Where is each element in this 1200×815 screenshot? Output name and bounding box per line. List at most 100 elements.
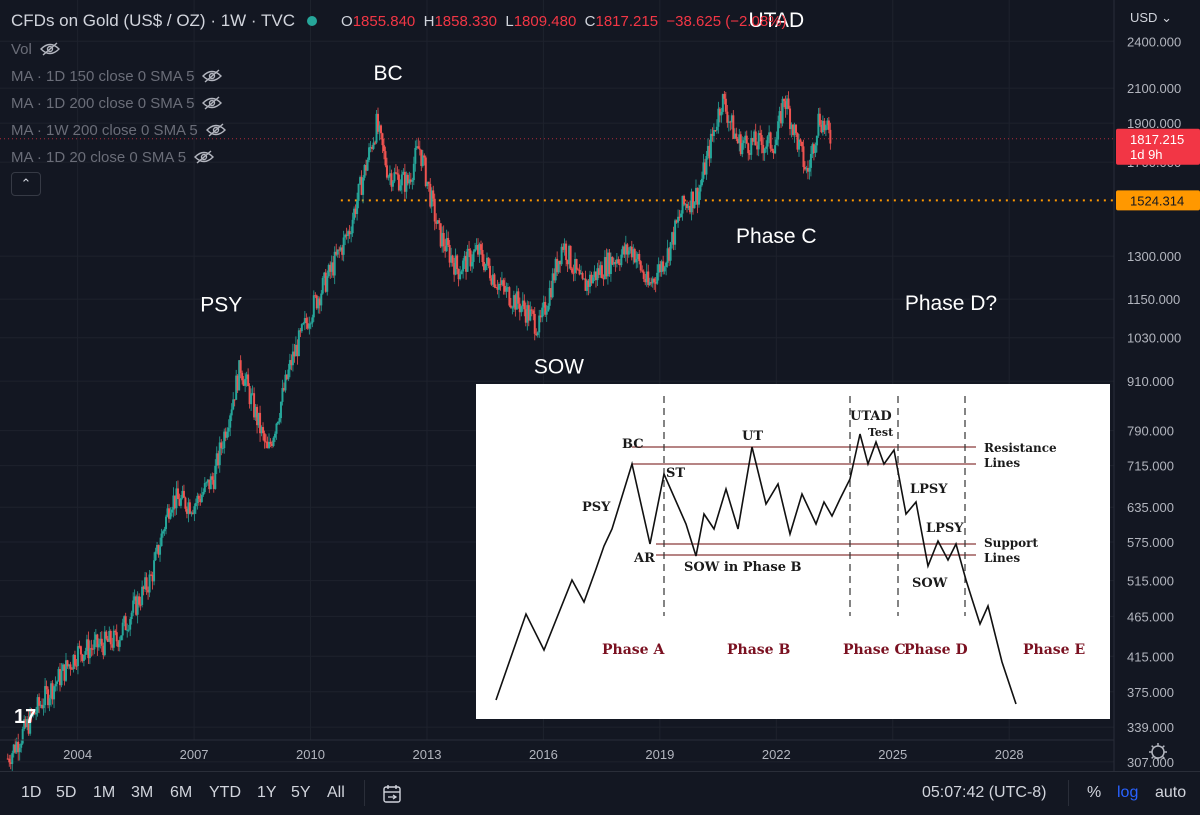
candle-body bbox=[342, 237, 345, 255]
candle-body bbox=[329, 264, 332, 272]
range-all-button[interactable]: All bbox=[327, 784, 345, 801]
candle-body bbox=[429, 183, 432, 207]
candle-body bbox=[797, 139, 800, 150]
candle-body bbox=[145, 577, 148, 590]
candle-body bbox=[751, 137, 754, 142]
candle-body bbox=[715, 126, 718, 131]
auto-scale-toggle[interactable]: auto bbox=[1155, 784, 1187, 801]
price-tick-label: 465.000 bbox=[1127, 609, 1174, 624]
candle-body bbox=[647, 271, 650, 285]
candle-body bbox=[260, 427, 263, 434]
candle-body bbox=[111, 644, 114, 648]
candle-body bbox=[771, 148, 774, 151]
candle-body bbox=[69, 664, 72, 669]
candle-body bbox=[102, 645, 105, 656]
candle-body bbox=[689, 205, 692, 213]
candle-body bbox=[574, 259, 577, 273]
range-5y-button[interactable]: 5Y bbox=[291, 784, 311, 801]
log-scale-toggle[interactable]: log bbox=[1117, 784, 1139, 801]
candle-body bbox=[502, 280, 505, 286]
range-1m-button[interactable]: 1M bbox=[93, 784, 116, 801]
candle-body bbox=[263, 433, 266, 442]
percent-scale-toggle[interactable]: % bbox=[1087, 784, 1102, 801]
study-ma-200d[interactable]: MA · 1D 200 close 0 SMA 5 bbox=[11, 92, 223, 114]
candle-body bbox=[150, 574, 153, 576]
candle-body bbox=[775, 139, 778, 146]
candle-body bbox=[211, 476, 214, 480]
hidden-eye-icon[interactable] bbox=[202, 69, 223, 83]
timezone-clock[interactable]: 05:07:42 (UTC-8) bbox=[922, 784, 1047, 801]
candle-body bbox=[672, 232, 675, 245]
candle-body bbox=[536, 332, 539, 336]
candle-body bbox=[6, 758, 9, 760]
candle-body bbox=[626, 244, 629, 255]
candle-body bbox=[806, 167, 809, 172]
candle-body bbox=[488, 265, 491, 279]
candle-body bbox=[662, 261, 665, 272]
study-ma-150[interactable]: MA · 1D 150 close 0 SMA 5 bbox=[11, 65, 223, 87]
candle-body bbox=[435, 221, 438, 224]
candle-body bbox=[308, 323, 311, 329]
candle-body bbox=[474, 249, 477, 252]
range-3m-button[interactable]: 3M bbox=[131, 784, 154, 801]
candle-body bbox=[478, 244, 481, 255]
candle-body bbox=[827, 120, 830, 130]
toolbar-divider bbox=[364, 780, 365, 806]
collapse-legend-button[interactable]: ⌃ bbox=[11, 172, 41, 196]
candle-body bbox=[333, 251, 336, 276]
hidden-eye-icon[interactable] bbox=[194, 150, 215, 164]
candle-body bbox=[248, 386, 251, 405]
hidden-eye-icon[interactable] bbox=[39, 42, 60, 56]
study-ma-20[interactable]: MA · 1D 20 close 0 SMA 5 bbox=[11, 146, 215, 168]
candle-body bbox=[415, 146, 418, 148]
candle-body bbox=[182, 490, 185, 498]
candle-body bbox=[481, 249, 484, 262]
candle-body bbox=[523, 300, 526, 310]
go-to-date-icon[interactable] bbox=[382, 784, 402, 804]
candle-body bbox=[348, 231, 351, 235]
candle-body bbox=[60, 670, 63, 686]
candle-body bbox=[160, 533, 163, 547]
candle-body bbox=[181, 490, 184, 499]
symbol-legend[interactable]: CFDs on Gold (US$ / OZ) · 1W · TVC O1855.… bbox=[11, 11, 787, 31]
candle-body bbox=[674, 220, 677, 245]
candle-body bbox=[491, 274, 494, 285]
hidden-eye-icon[interactable] bbox=[202, 96, 223, 110]
range-1y-button[interactable]: 1Y bbox=[257, 784, 277, 801]
candle-body bbox=[32, 711, 35, 716]
candle-body bbox=[20, 743, 23, 748]
candle-body bbox=[792, 124, 795, 135]
candle-body bbox=[230, 409, 233, 416]
candle-body bbox=[178, 498, 181, 506]
range-5d-button[interactable]: 5D bbox=[56, 784, 77, 801]
candle-body bbox=[48, 698, 51, 706]
settings-gear-icon[interactable] bbox=[1149, 743, 1167, 761]
candle-body bbox=[557, 260, 560, 273]
candle-body bbox=[811, 144, 814, 154]
candle-body bbox=[124, 616, 127, 631]
candle-body bbox=[120, 635, 123, 641]
diagram-label-lpsy-1: LPSY bbox=[910, 482, 948, 497]
study-ma-200w[interactable]: MA · 1W 200 close 0 SMA 5 bbox=[11, 119, 226, 141]
candle-body bbox=[423, 155, 426, 158]
range-1d-button[interactable]: 1D bbox=[21, 784, 42, 801]
candle-body bbox=[42, 705, 45, 709]
range-6m-button[interactable]: 6M bbox=[170, 784, 193, 801]
candle-body bbox=[312, 295, 315, 318]
gear-tooth bbox=[1151, 755, 1155, 759]
study-vol[interactable]: Vol bbox=[11, 38, 60, 60]
range-ytd-button[interactable]: YTD bbox=[209, 784, 241, 801]
tradingview-logo[interactable]: 17 bbox=[14, 706, 37, 728]
candle-body bbox=[209, 476, 212, 490]
diagram-label-utad: UTAD bbox=[850, 409, 892, 424]
candle-body bbox=[259, 412, 262, 434]
candle-body bbox=[795, 124, 798, 133]
candle-body bbox=[745, 135, 748, 144]
diagram-phase-c: Phase C bbox=[843, 642, 906, 658]
candle-body bbox=[497, 283, 500, 290]
candle-body bbox=[14, 744, 17, 753]
candle-body bbox=[391, 181, 394, 187]
currency-selector[interactable]: USD ⌄ bbox=[1130, 10, 1172, 25]
hidden-eye-icon[interactable] bbox=[205, 123, 226, 137]
candle-body bbox=[75, 665, 78, 667]
